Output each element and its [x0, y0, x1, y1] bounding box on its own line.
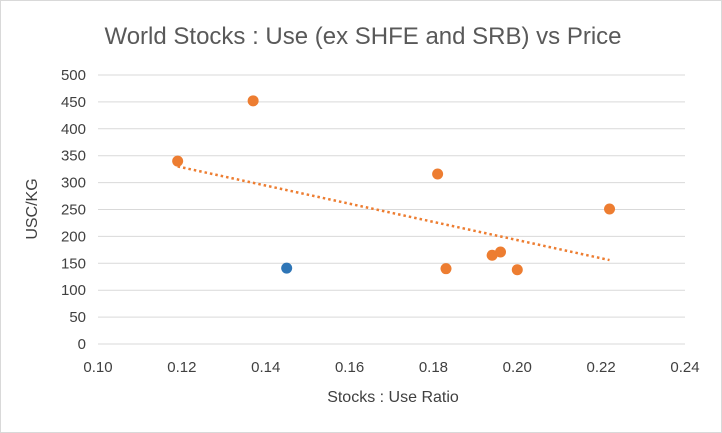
x-tick-label: 0.20 — [503, 359, 532, 376]
y-tick-label: 100 — [61, 282, 86, 299]
y-tick-label: 300 — [61, 175, 86, 192]
scatter-point — [495, 246, 507, 258]
y-tick-label: 250 — [61, 202, 86, 219]
y-tick-label: 450 — [61, 94, 86, 111]
y-tick-label: 0 — [78, 336, 86, 353]
x-tick-label: 0.14 — [251, 359, 280, 376]
y-tick-label: 200 — [61, 228, 86, 245]
scatter-point — [440, 263, 452, 275]
scatter-point — [281, 262, 293, 274]
x-tick-label: 0.24 — [670, 359, 699, 376]
x-tick-label: 0.18 — [419, 359, 448, 376]
y-tick-label: 350 — [61, 148, 86, 165]
scatter-point — [486, 249, 498, 261]
gridlines — [98, 74, 685, 345]
scatter-point — [172, 155, 184, 167]
data-points — [172, 95, 616, 276]
trendlines — [177, 165, 610, 262]
x-tick-label: 0.12 — [167, 359, 196, 376]
y-axis-ticks: 0 50 100 150 200 250 300 350 400 450 500 — [61, 67, 86, 353]
scatter-point — [511, 264, 523, 276]
trendline — [177, 165, 610, 262]
y-axis-label: USC/KG — [24, 178, 41, 239]
x-axis-label: Stocks : Use Ratio — [327, 389, 459, 406]
x-tick-label: 0.10 — [83, 359, 112, 376]
scatter-point — [604, 203, 616, 215]
y-tick-label: 50 — [69, 309, 86, 326]
scatter-point — [247, 95, 259, 107]
y-tick-label: 150 — [61, 255, 86, 272]
x-tick-label: 0.16 — [335, 359, 364, 376]
chart-title: World Stocks : Use (ex SHFE and SRB) vs … — [104, 23, 621, 50]
y-tick-label: 500 — [61, 67, 86, 84]
x-tick-label: 0.22 — [587, 359, 616, 376]
y-tick-label: 400 — [61, 121, 86, 138]
scatter-point — [432, 168, 444, 180]
x-axis-ticks: 0.10 0.12 0.14 0.16 0.18 0.20 0.22 0.24 — [83, 359, 699, 376]
